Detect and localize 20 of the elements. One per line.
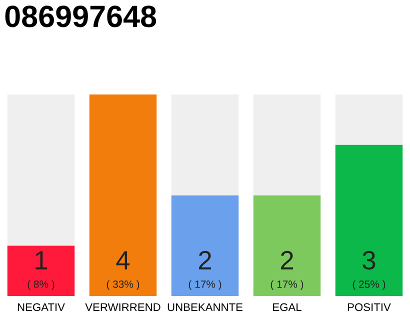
bar [253,94,321,196]
bar [89,94,157,296]
data-label: 3 ( 25% ) [352,250,386,290]
bar [171,94,239,196]
bar [7,94,75,246]
data-label: 4 ( 33% ) [106,251,140,290]
bar [7,246,75,296]
data-label: 2 ( 17% ) [270,250,304,290]
bar [253,195,321,296]
data-label: 2 ( 17% ) [188,250,222,290]
x-tick-label: POSITIV [348,303,391,312]
x-tick-label: UNBEKANNTE [168,303,242,312]
x-tick-label: VERWIRREND [85,303,160,311]
bar [335,94,403,145]
x-tick-label: NEGATIV [18,303,65,312]
bar [171,195,239,296]
bar [335,144,403,296]
x-tick-label: EGAL [273,303,302,312]
data-label: 1 ( 8% ) [28,251,54,290]
chart-title: 086997648 [5,6,156,28]
